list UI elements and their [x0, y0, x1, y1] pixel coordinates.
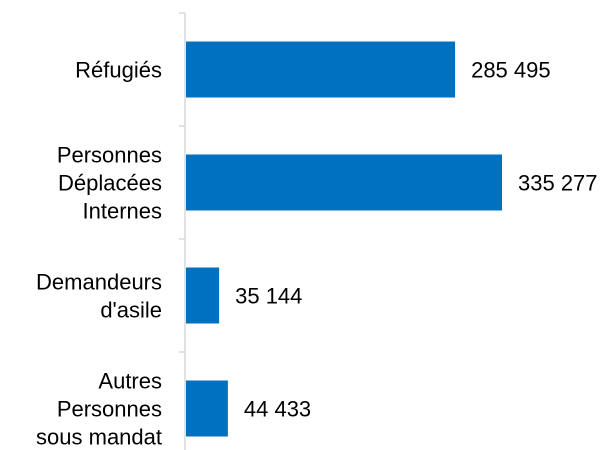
- category-label: Réfugiés: [75, 58, 162, 83]
- bar: [186, 267, 220, 324]
- data-label: 285 495: [471, 58, 551, 83]
- data-label: 44 433: [244, 397, 311, 422]
- data-label: 35 144: [235, 284, 302, 309]
- data-label: 335 277: [518, 171, 598, 196]
- bar: [186, 380, 228, 437]
- bar: [186, 41, 456, 98]
- category-label: Demandeurs d'asile: [36, 270, 162, 323]
- category-label: Personnes Déplacées Internes: [57, 143, 162, 224]
- category-label: Autres Personnes sous mandat: [36, 369, 162, 450]
- bar: [186, 154, 502, 211]
